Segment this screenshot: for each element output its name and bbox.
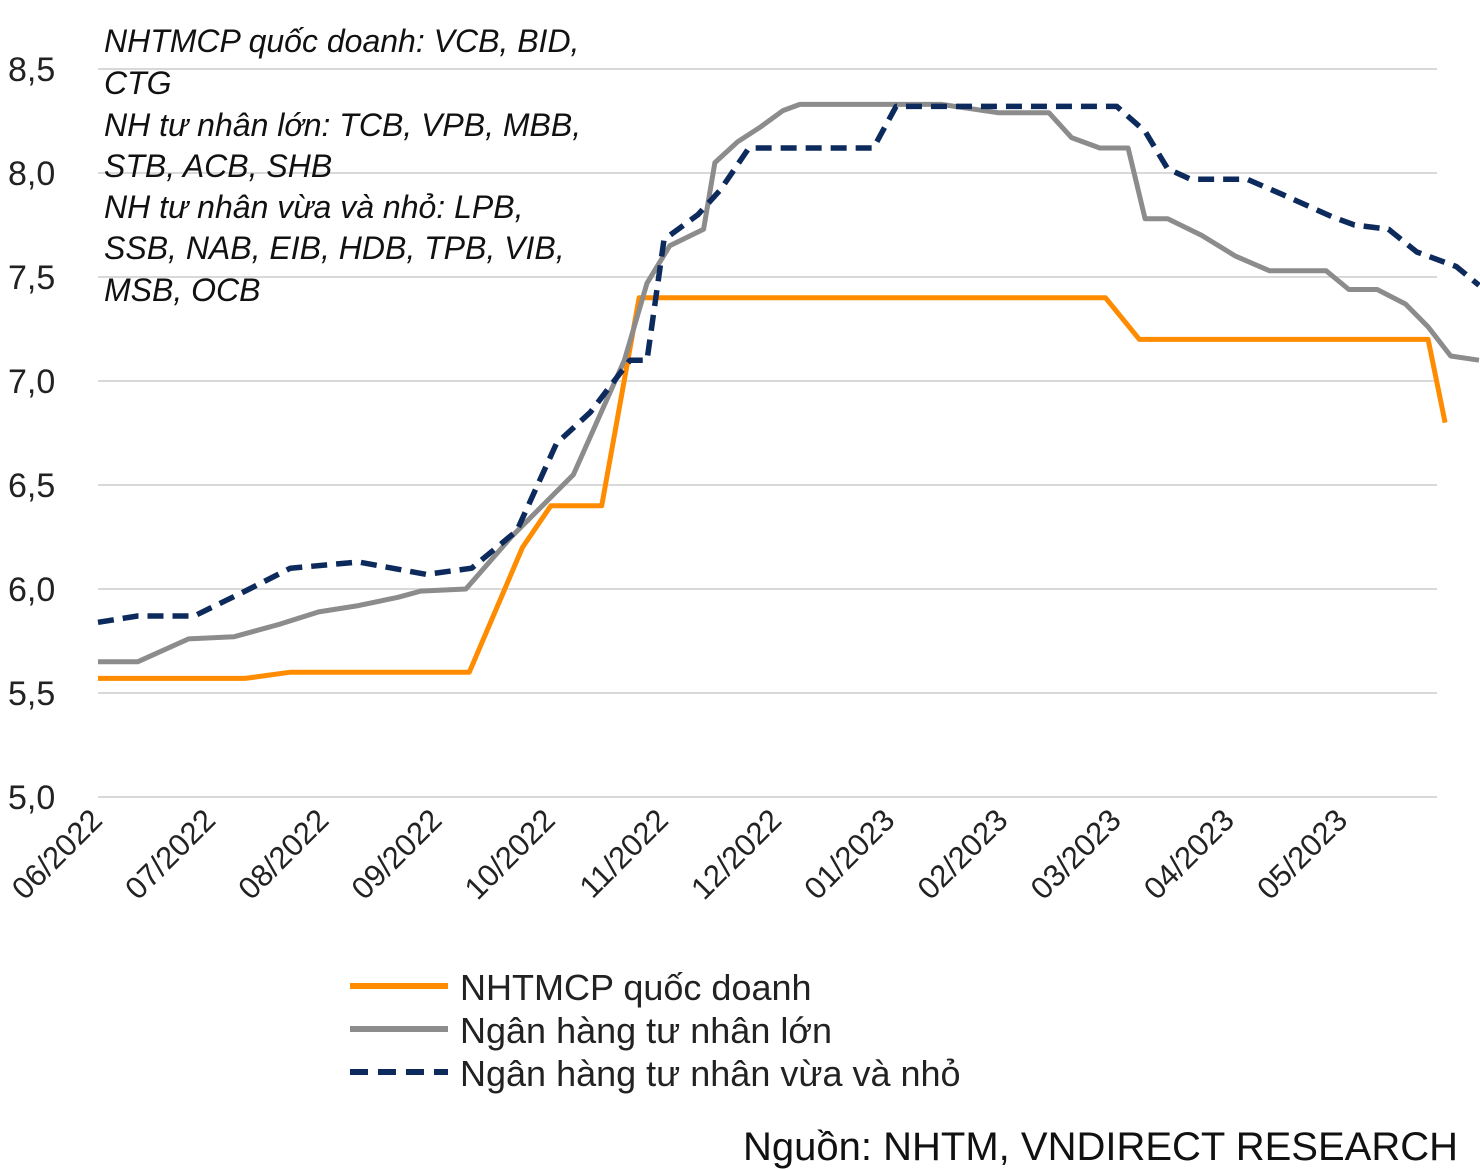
y-axis-ticks: 5,0 5,5 6,0 6,5 7,0 7,5 8,0 8,5 — [8, 51, 55, 817]
annotation-line: MSB, OCB — [104, 272, 260, 308]
y-tick-label: 6,5 — [8, 467, 55, 505]
y-tick-label: 5,0 — [8, 779, 55, 817]
x-tick-label: 05/2023 — [1250, 802, 1354, 906]
x-axis-ticks: 06/2022 07/2022 08/2022 09/2022 10/2022 11/20… — [5, 802, 1354, 906]
legend-label-large-private-banks: Ngân hàng tư nhân lớn — [460, 1010, 832, 1051]
series-line-2 — [97, 103, 1480, 626]
annotation-line: SSB, NAB, EIB, HDB, TPB, VIB, — [104, 230, 565, 266]
y-tick-label: 5,5 — [8, 675, 55, 713]
x-tick-label: 07/2022 — [118, 802, 222, 906]
x-tick-label: 08/2022 — [231, 802, 335, 906]
x-tick-label: 04/2023 — [1137, 802, 1241, 906]
x-tick-label: 02/2023 — [911, 802, 1015, 906]
y-tick-label: 8,0 — [8, 155, 55, 193]
annotation-line: STB, ACB, SHB — [104, 148, 332, 184]
legend-label-small-private-banks: Ngân hàng tư nhân vừa và nhỏ — [460, 1053, 961, 1094]
legend-label-state-banks: NHTMCP quốc doanh — [460, 967, 812, 1008]
y-tick-label: 6,0 — [8, 571, 55, 609]
annotation-line: NH tư nhân vừa và nhỏ: LPB, — [104, 189, 523, 225]
x-tick-label: 11/2022 — [573, 802, 675, 904]
x-tick-label: 09/2022 — [345, 802, 449, 906]
x-tick-label: 03/2023 — [1024, 802, 1128, 906]
x-tick-label: 06/2022 — [5, 802, 109, 906]
y-tick-label: 7,0 — [8, 363, 55, 401]
y-tick-label: 7,5 — [8, 259, 55, 297]
x-tick-label: 10/2022 — [458, 802, 562, 906]
annotation-line: NH tư nhân lớn: TCB, VPB, MBB, — [104, 107, 581, 143]
annotation-line: CTG — [104, 65, 172, 101]
series-lines — [97, 101, 1480, 681]
y-tick-label: 8,5 — [8, 51, 55, 89]
annotation-line: NHTMCP quốc doanh: VCB, BID, — [104, 23, 579, 59]
series-line-1 — [98, 101, 1480, 665]
legend: NHTMCP quốc doanh Ngân hàng tư nhân lớn … — [350, 967, 961, 1094]
x-tick-label: 12/2022 — [684, 802, 788, 906]
x-tick-label: 01/2023 — [797, 802, 901, 906]
series-line-0 — [98, 295, 1448, 681]
source-note: Nguồn: NHTM, VNDIRECT RESEARCH — [743, 1125, 1458, 1169]
annotation-box: NHTMCP quốc doanh: VCB, BID, CTG NH tư n… — [104, 23, 581, 308]
gridlines — [98, 68, 1437, 798]
